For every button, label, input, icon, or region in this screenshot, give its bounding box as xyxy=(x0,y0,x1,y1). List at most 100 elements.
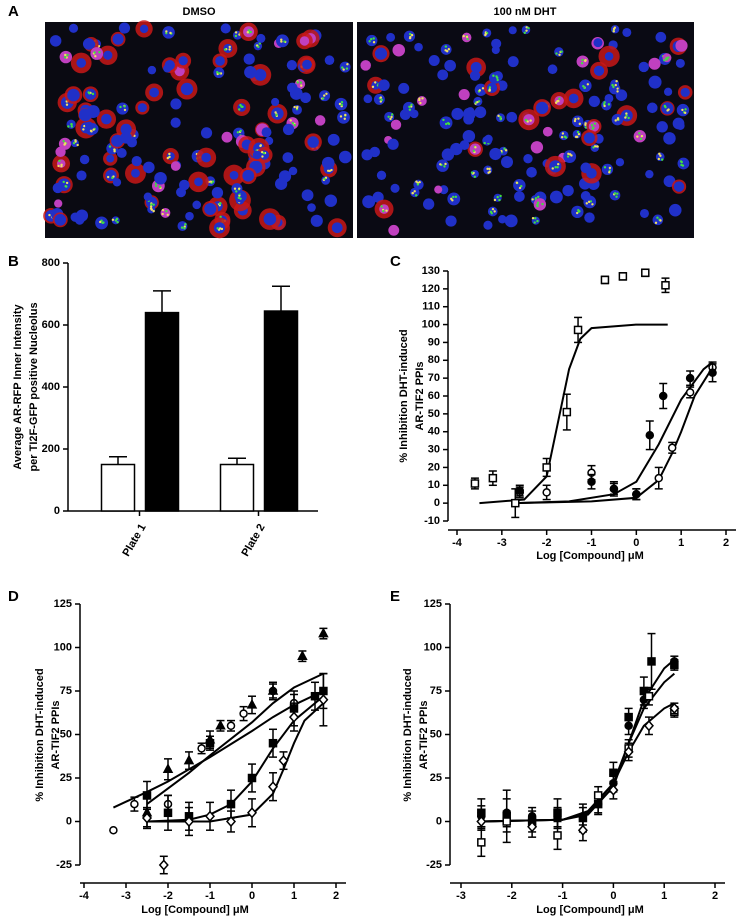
nucleus xyxy=(131,156,142,167)
nucleus xyxy=(174,66,185,77)
nucleus xyxy=(639,208,649,218)
nucleus xyxy=(204,202,217,215)
nucleolus xyxy=(554,166,557,169)
nucleolus xyxy=(387,115,390,119)
nucleolus xyxy=(444,45,448,48)
nucleolus xyxy=(111,176,114,180)
nucleolus xyxy=(149,205,153,208)
point xyxy=(502,817,511,826)
nucleolus xyxy=(76,143,79,147)
nucleolus xyxy=(488,167,491,171)
nucleus xyxy=(571,115,584,128)
y-axis-label: AR-TIF2 PPIs xyxy=(418,700,430,769)
nucleolus xyxy=(499,116,502,119)
nucleolus xyxy=(444,162,447,166)
nucleolus xyxy=(165,209,168,213)
nucleolus xyxy=(576,130,580,134)
nucleolus xyxy=(74,140,77,143)
x-tick-label: -2 xyxy=(507,890,517,902)
nucleolus xyxy=(238,187,241,190)
nucleolus xyxy=(111,218,115,221)
x-axis-label: Log [Compound] μM xyxy=(141,904,249,916)
x-tick-label: 0 xyxy=(249,890,255,902)
nucleolus xyxy=(583,86,586,90)
nucleus xyxy=(514,191,525,202)
x-tick-label: -1 xyxy=(558,890,568,902)
nucleus xyxy=(170,117,181,128)
nucleolus xyxy=(62,180,65,184)
nucleus xyxy=(223,43,233,54)
nucleus xyxy=(571,205,584,219)
nucleus xyxy=(143,161,155,174)
nucleolus xyxy=(681,108,684,112)
nucleolus xyxy=(169,31,172,35)
nucleolus xyxy=(584,126,588,129)
nucleolus xyxy=(70,123,73,126)
nucleus xyxy=(116,102,129,115)
nucleolus xyxy=(603,166,607,169)
nucleolus xyxy=(239,103,242,107)
nucleolus xyxy=(592,146,595,149)
nucleus xyxy=(463,113,475,125)
point xyxy=(577,824,588,836)
nucleus xyxy=(103,50,113,60)
y-tick-label: 30 xyxy=(428,443,440,455)
nucleolus xyxy=(211,180,215,183)
nucleolus xyxy=(389,117,392,121)
nucleolus xyxy=(64,142,67,145)
point xyxy=(669,702,680,715)
point xyxy=(593,791,603,800)
nucleus xyxy=(588,121,600,132)
point xyxy=(278,754,289,767)
nucleus xyxy=(663,132,676,145)
y-axis-label: per TI2F-GFP positive Nucleolus xyxy=(28,302,40,471)
nucleolus xyxy=(612,85,615,89)
nucleolus xyxy=(561,132,565,135)
nucleolus xyxy=(489,210,493,214)
nucleolus xyxy=(639,137,643,141)
nucleolus xyxy=(113,148,116,151)
nucleolus xyxy=(607,103,611,106)
nucleolus xyxy=(473,175,477,178)
nucleolus xyxy=(541,202,544,206)
nucleus xyxy=(160,207,171,218)
nucleolus xyxy=(581,58,584,62)
nucleus xyxy=(387,138,399,150)
x-tick-label: 2 xyxy=(723,537,729,549)
nucleus xyxy=(601,163,614,176)
nucleolus xyxy=(296,81,299,84)
y-tick-label: 130 xyxy=(422,265,440,277)
nucleolus xyxy=(462,34,465,38)
nucleolus xyxy=(526,120,529,123)
nucleus xyxy=(194,177,203,187)
nucleolus xyxy=(608,171,611,174)
nucleus xyxy=(244,66,257,79)
nucleolus xyxy=(57,164,60,168)
nucleus xyxy=(154,171,167,185)
nucleus xyxy=(54,199,63,208)
nucleolus xyxy=(183,227,186,230)
x-axis-label: Log [Compound] μM xyxy=(536,904,644,916)
nucleolus xyxy=(445,50,449,53)
y-tick-label: 40 xyxy=(428,426,440,438)
y-axis-label: % Inhibition DHT-induced xyxy=(34,668,46,801)
nucleolus xyxy=(568,153,572,156)
x-tick-label: -3 xyxy=(121,890,131,902)
point xyxy=(288,711,300,723)
nucleus xyxy=(79,154,90,165)
nucleolus xyxy=(613,192,617,195)
nucleus xyxy=(439,116,453,130)
nucleolus xyxy=(410,105,413,108)
point xyxy=(511,498,520,508)
nucleolus xyxy=(219,202,222,205)
nucleus xyxy=(307,136,319,148)
nucleolus xyxy=(661,158,664,161)
nucleus xyxy=(615,158,625,167)
nucleolus xyxy=(293,105,296,109)
nucleolus xyxy=(408,108,412,111)
nucleolus xyxy=(577,117,580,120)
nucleolus xyxy=(531,216,535,220)
x-axis-label: Log [Compound] μM xyxy=(536,550,644,562)
nucleolus xyxy=(563,135,567,138)
nucleus xyxy=(533,198,547,211)
